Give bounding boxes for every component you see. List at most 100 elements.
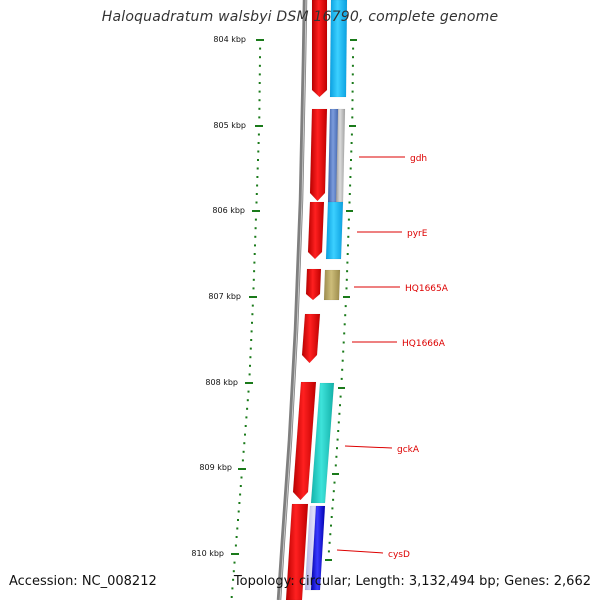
right-minor-tick bbox=[336, 438, 339, 441]
minor-tick bbox=[257, 150, 260, 153]
right-minor-tick bbox=[328, 541, 331, 544]
right-minor-tick bbox=[346, 261, 349, 264]
gene-label-HQ1666A[interactable]: HQ1666A bbox=[402, 339, 446, 349]
leader-line-cysD bbox=[336, 549, 384, 554]
minor-tick bbox=[242, 450, 245, 453]
right-minor-tick bbox=[351, 82, 354, 84]
right-minor-tick bbox=[352, 47, 355, 50]
minor-tick bbox=[256, 176, 259, 178]
minor-tick bbox=[243, 442, 246, 445]
minor-tick bbox=[236, 527, 239, 530]
gene-block-cyan-pyrE bbox=[325, 201, 344, 260]
minor-tick bbox=[246, 399, 249, 402]
right-minor-tick bbox=[346, 270, 349, 273]
right-minor-tick bbox=[342, 350, 345, 353]
minor-tick bbox=[253, 253, 256, 255]
right-minor-tick bbox=[339, 395, 342, 398]
minor-tick bbox=[248, 373, 251, 376]
minor-tick bbox=[245, 416, 248, 419]
right-minor-tick bbox=[348, 193, 351, 195]
right-minor-tick bbox=[350, 159, 352, 161]
minor-tick bbox=[250, 339, 253, 341]
minor-tick bbox=[258, 107, 261, 110]
right-minor-tick bbox=[349, 184, 352, 187]
minor-tick bbox=[256, 184, 259, 187]
tick-label-805: 805 kbp bbox=[213, 121, 246, 130]
gene-block-red-pyrE bbox=[307, 201, 325, 260]
minor-tick bbox=[247, 390, 250, 393]
minor-tick bbox=[254, 227, 257, 230]
gene-block-red-gckA bbox=[292, 381, 317, 501]
right-minor-tick bbox=[347, 244, 349, 247]
right-minor-tick bbox=[350, 142, 353, 144]
right-minor-tick bbox=[341, 368, 344, 371]
right-minor-tick bbox=[345, 278, 348, 281]
right-minor-tick bbox=[329, 533, 332, 536]
right-minor-tick bbox=[330, 524, 332, 527]
genome-title: Haloquadratum walsbyi DSM 16790, complet… bbox=[101, 9, 499, 25]
minor-tick bbox=[251, 313, 254, 316]
right-minor-tick bbox=[342, 341, 345, 344]
genome-backbone bbox=[276, 0, 308, 601]
right-minor-tick bbox=[344, 314, 347, 317]
right-minor-tick bbox=[351, 73, 354, 76]
minor-tick bbox=[238, 502, 241, 504]
minor-tick bbox=[252, 287, 255, 290]
minor-tick bbox=[239, 485, 242, 487]
right-minor-tick bbox=[341, 359, 344, 362]
minor-tick bbox=[258, 90, 261, 93]
gene-block-red-HQ1665A bbox=[305, 268, 322, 301]
minor-tick bbox=[257, 133, 260, 136]
right-scale-ruler bbox=[325, 39, 357, 561]
gene-label-pyrE[interactable]: pyrE bbox=[407, 229, 428, 239]
minor-tick bbox=[246, 407, 249, 410]
right-minor-tick bbox=[351, 90, 354, 93]
minor-tick bbox=[256, 167, 259, 170]
tick-label-809: 809 kbp bbox=[199, 463, 232, 472]
minor-tick bbox=[258, 99, 261, 102]
gene-label-cysD[interactable]: cysD bbox=[388, 550, 410, 560]
gene-label-leaders bbox=[336, 156, 405, 554]
minor-tick bbox=[250, 330, 253, 333]
minor-tick bbox=[237, 510, 240, 513]
minor-tick bbox=[240, 476, 243, 479]
right-minor-tick bbox=[343, 323, 346, 326]
minor-tick bbox=[233, 561, 236, 564]
right-minor-tick bbox=[333, 481, 336, 484]
minor-tick bbox=[244, 433, 246, 436]
tick-label-810: 810 kbp bbox=[191, 549, 224, 558]
right-minor-tick bbox=[332, 498, 335, 501]
right-minor-tick bbox=[339, 404, 341, 407]
right-minor-tick bbox=[351, 107, 354, 110]
minor-tick bbox=[249, 364, 251, 367]
minor-tick bbox=[255, 201, 258, 204]
right-minor-tick bbox=[330, 516, 333, 518]
right-minor-tick bbox=[348, 201, 351, 204]
leader-line-gckA bbox=[344, 445, 393, 449]
minor-tick bbox=[255, 193, 258, 195]
gene-block-red-1 bbox=[311, 0, 328, 98]
right-minor-tick bbox=[336, 447, 338, 450]
minor-tick bbox=[249, 356, 252, 359]
right-minor-tick bbox=[346, 253, 349, 255]
right-minor-tick bbox=[331, 507, 334, 510]
minor-tick bbox=[254, 235, 257, 238]
gene-block-red-HQ1666A bbox=[301, 313, 321, 364]
minor-tick bbox=[241, 459, 244, 462]
right-minor-tick bbox=[345, 287, 348, 290]
gene-block-cyan-1 bbox=[329, 0, 348, 98]
right-minor-tick bbox=[340, 377, 343, 380]
gene-features bbox=[285, 0, 348, 601]
minor-tick bbox=[232, 578, 235, 581]
gene-label-HQ1665A[interactable]: HQ1665A bbox=[405, 284, 449, 294]
minor-tick bbox=[252, 278, 255, 281]
minor-tick bbox=[257, 142, 260, 144]
gene-label-gckA[interactable]: gckA bbox=[397, 445, 420, 455]
right-minor-tick bbox=[349, 167, 352, 170]
minor-tick bbox=[253, 261, 256, 264]
minor-tick bbox=[231, 587, 234, 590]
gene-label-gdh[interactable]: gdh bbox=[410, 154, 427, 164]
tick-label-806: 806 kbp bbox=[212, 206, 245, 215]
